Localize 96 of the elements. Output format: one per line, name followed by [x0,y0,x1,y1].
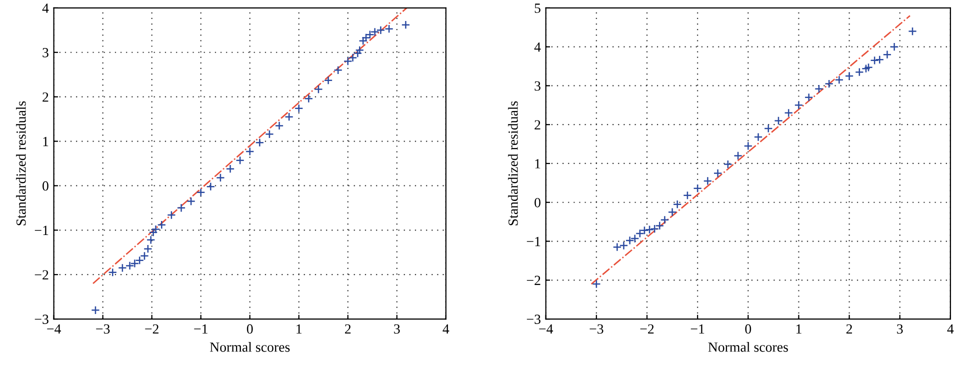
point [255,138,264,148]
y-tick-label: −3 [34,314,48,324]
point [592,280,601,288]
point [703,176,712,186]
point [401,20,410,30]
x-tick-label: −4 [47,324,61,334]
y-axis-title: Standardized residuals [508,101,518,226]
x-tick-label: −1 [194,324,208,334]
point [754,132,763,142]
x-tick-label: −1 [690,324,704,334]
point [882,50,892,60]
point [206,182,216,192]
point [362,33,370,42]
x-tick-label: 2 [345,324,351,334]
x-tick-label: 0 [745,324,752,334]
y-tick-label: −2 [34,270,48,280]
y-tick-label: 0 [534,198,540,208]
point [284,112,294,122]
point [167,210,176,220]
y-axis-title: Standardized residuals [16,101,26,226]
point [804,92,814,102]
point [176,204,186,212]
y-tick-label: 2 [534,120,540,130]
x-tick-label: 1 [796,324,802,334]
x-tick-label: 0 [246,324,253,334]
y-tick-label: 1 [43,136,48,146]
point [358,36,368,46]
x-tick-label: 4 [947,324,954,334]
y-tick-label: −1 [526,236,540,246]
y-tick-label: 3 [534,81,540,91]
point [723,160,732,169]
point [265,130,274,139]
y-tick-label: −2 [526,276,540,285]
y-tick-label: 1 [535,159,540,168]
point [216,173,225,182]
point [612,242,622,252]
point [143,244,152,254]
y-tick-label: 2 [42,92,48,102]
point [744,142,753,150]
y-tick-label: 4 [42,4,49,13]
point [196,188,206,197]
point [314,84,323,94]
point [384,24,394,34]
point [734,151,742,160]
point [764,124,773,133]
point [294,104,304,113]
point [91,306,100,315]
y-tick-label: 5 [534,4,540,13]
point [834,75,844,84]
point [236,156,244,165]
point [683,190,692,200]
point [794,100,804,110]
x-tick-label: −3 [96,324,110,334]
point [245,147,254,156]
x-tick-label: 1 [296,324,302,334]
point [774,116,783,126]
point [864,63,873,72]
point [875,55,884,64]
point [814,84,824,94]
point [870,56,879,65]
point [908,26,917,36]
x-tick-label: 3 [394,324,400,334]
y-tick-label: −1 [34,226,48,235]
point [713,168,722,178]
x-tick-label: −2 [145,324,158,334]
x-tick-label: 4 [442,324,450,334]
x-axis-title: Normal scores [210,342,290,352]
y-tick-label: 3 [42,48,48,58]
x-tick-label: 3 [897,324,903,334]
point [148,228,158,237]
x-tick-label: −2 [640,324,654,334]
x-axis-title: Normal scores [708,342,788,352]
point [324,76,333,85]
point [890,42,899,52]
point [274,121,284,130]
point [672,200,682,209]
point [645,225,654,234]
point [118,263,127,272]
point [108,268,118,277]
point [824,79,834,88]
x-tick-label: 2 [846,324,852,334]
point [226,164,235,174]
point [304,94,314,104]
x-tick-label: −3 [590,324,604,334]
point [186,196,196,206]
y-tick-label: 0 [42,181,48,191]
point [784,108,794,118]
point [146,235,156,244]
point [844,72,854,80]
point [668,208,677,217]
y-tick-label: 4 [534,42,541,52]
x-tick-label: −4 [539,324,554,334]
point [693,184,702,193]
point [355,46,364,55]
point [334,66,343,75]
y-tick-label: −3 [526,314,540,324]
